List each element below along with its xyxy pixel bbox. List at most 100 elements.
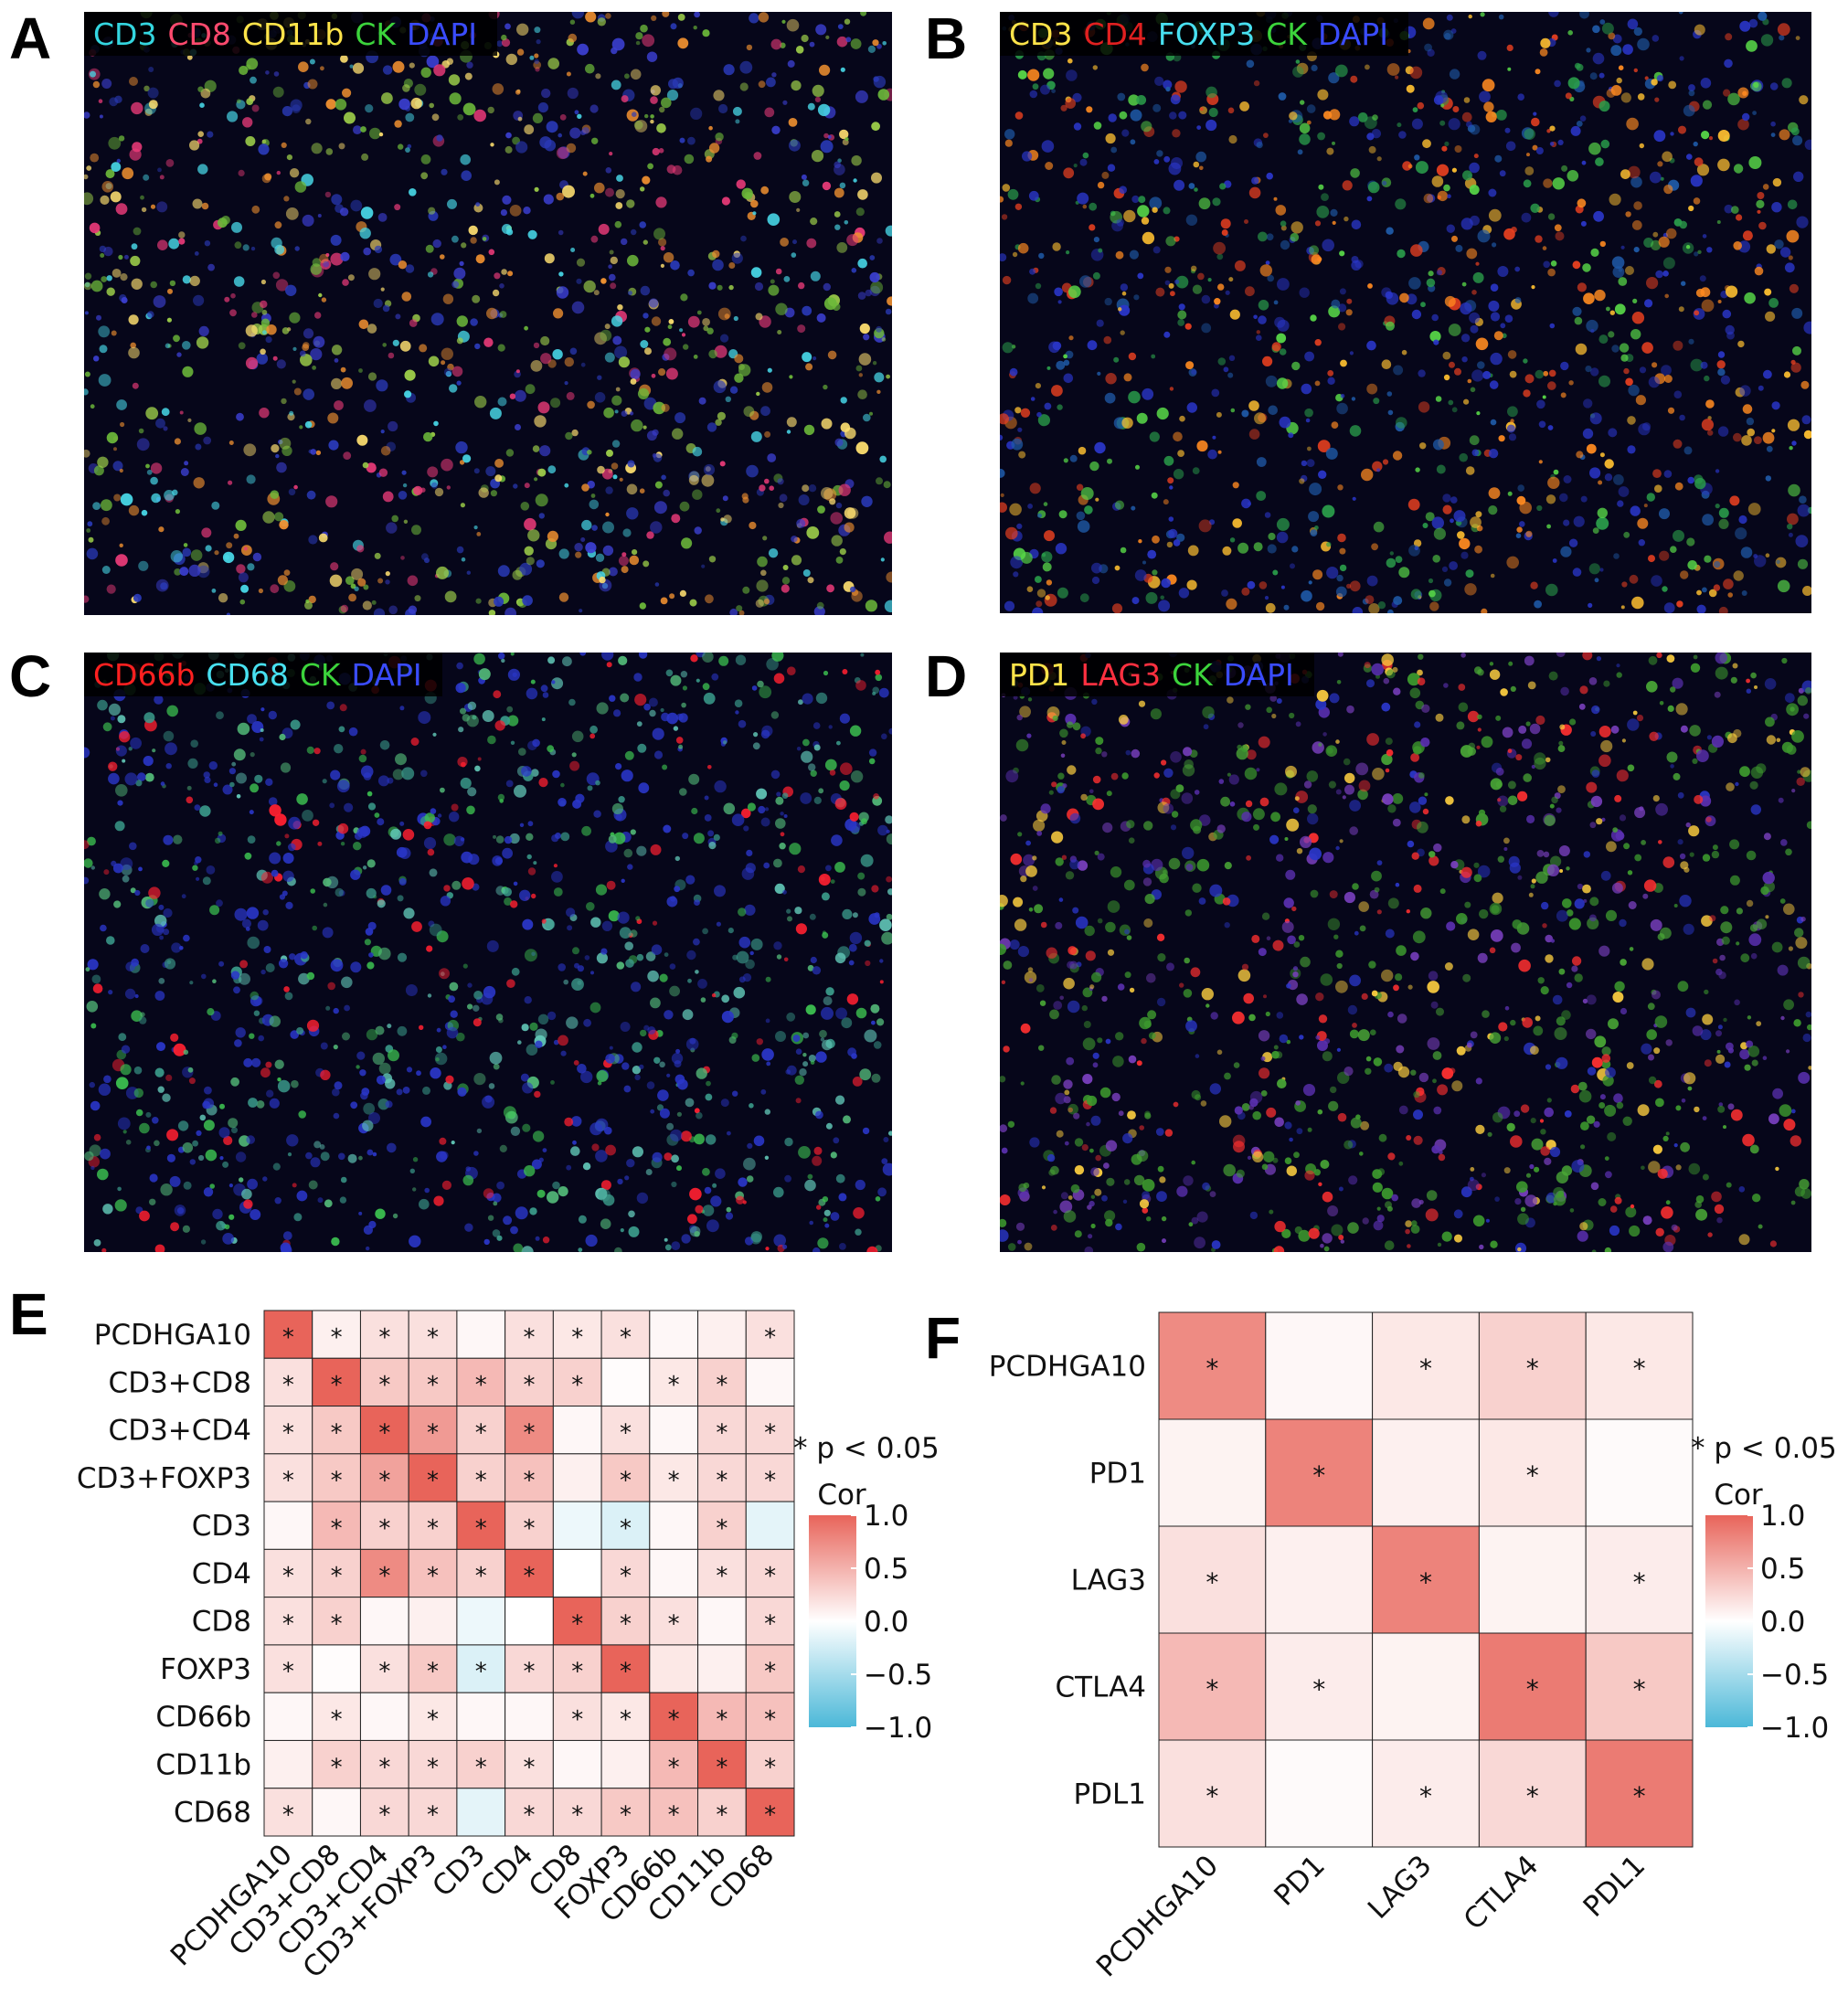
cell-dot	[649, 709, 656, 717]
cell-dot	[881, 1158, 888, 1164]
cell-dot	[1673, 340, 1683, 351]
cell-dot	[398, 260, 408, 270]
cell-dot	[664, 1244, 672, 1251]
cell-dot	[1674, 482, 1683, 491]
cell-dot	[817, 1237, 829, 1249]
cell-dot	[1195, 151, 1206, 163]
cell-dot	[1559, 493, 1568, 503]
cell-dot	[1168, 282, 1174, 289]
cell-dot	[457, 1087, 467, 1097]
cell-dot	[1009, 367, 1018, 377]
cell-dot	[1169, 485, 1174, 490]
cell-dot	[116, 399, 127, 410]
cell-dot	[1173, 1101, 1179, 1108]
cell-dot	[860, 854, 874, 867]
cell-dot	[1178, 111, 1187, 120]
cell-dot	[1433, 339, 1439, 345]
cell-dot	[1018, 451, 1026, 459]
cell-dot	[834, 161, 841, 169]
cell-dot	[609, 695, 616, 702]
cell-dot	[84, 840, 90, 850]
cell-dot	[756, 1038, 763, 1045]
cell-dot	[1750, 804, 1761, 815]
cell-dot	[218, 961, 225, 967]
cell-dot	[663, 252, 674, 263]
cell-dot	[858, 373, 863, 377]
cell-dot	[1123, 373, 1132, 382]
cell-dot	[654, 481, 663, 489]
cell-dot	[503, 1106, 516, 1120]
cell-dot	[1361, 468, 1374, 482]
cell-dot	[1338, 323, 1346, 331]
cell-dot	[1009, 503, 1022, 516]
cell-dot	[1049, 1009, 1059, 1020]
cell-dot	[1168, 857, 1181, 870]
cell-dot	[1281, 1228, 1291, 1238]
cell-dot	[849, 725, 862, 737]
cell-dot	[664, 952, 669, 957]
cell-dot	[1739, 385, 1751, 397]
cell-dot	[209, 1183, 215, 1189]
cell-dot	[590, 917, 601, 928]
cell-dot	[1470, 215, 1480, 226]
cell-dot	[1091, 576, 1100, 585]
cell-dot	[1752, 1194, 1761, 1203]
cell-dot	[1314, 525, 1319, 530]
cell-dot	[1550, 939, 1556, 943]
cell-dot	[735, 654, 747, 665]
cell-dot	[515, 141, 528, 154]
cell-dot	[702, 318, 710, 326]
cell-dot	[697, 979, 707, 989]
cell-dot	[270, 490, 280, 499]
cell-dot	[420, 769, 428, 778]
cell-dot	[854, 677, 861, 684]
cell-dot	[1763, 833, 1771, 841]
cell-dot	[503, 1215, 513, 1226]
cell-dot	[1613, 553, 1620, 559]
cell-dot	[823, 297, 837, 311]
cell-dot	[614, 1247, 622, 1252]
cell-dot	[805, 363, 813, 371]
cell-dot	[1050, 1165, 1059, 1175]
cell-dot	[585, 12, 597, 23]
cell-dot	[589, 104, 599, 113]
cell-dot	[259, 737, 264, 742]
cell-dot	[1665, 1131, 1670, 1136]
cell-dot	[1372, 768, 1385, 780]
cell-dot	[1271, 713, 1277, 719]
cell-dot	[106, 275, 112, 281]
cell-dot	[1630, 175, 1642, 188]
cell-dot	[215, 837, 221, 844]
cell-dot	[1055, 857, 1064, 866]
cell-dot	[1444, 962, 1453, 971]
cell-dot	[865, 960, 871, 967]
cell-dot	[1146, 972, 1156, 983]
cell-dot	[1475, 261, 1480, 266]
cell-dot	[671, 1052, 684, 1065]
cell-dot	[585, 63, 595, 74]
cell-dot	[333, 1045, 338, 1050]
cell-dot	[1516, 495, 1526, 505]
cell-dot	[639, 221, 646, 228]
cell-dot	[1446, 14, 1453, 21]
cell-dot	[524, 546, 534, 556]
cell-dot	[1694, 24, 1705, 36]
cell-dot	[1335, 845, 1340, 851]
cell-dot	[1432, 1051, 1442, 1060]
cell-dot	[1139, 1199, 1150, 1209]
cell-dot	[1702, 100, 1713, 110]
cell-dot	[426, 55, 440, 69]
cell-dot	[1336, 402, 1348, 415]
cell-dot	[1142, 560, 1146, 565]
cell-dot	[218, 831, 223, 836]
cell-dot	[589, 499, 600, 510]
cell-dot	[330, 252, 344, 266]
cell-dot	[1217, 357, 1227, 366]
cell-dot	[430, 808, 437, 814]
cell-dot	[1429, 331, 1441, 343]
micrograph-d-cells	[1000, 653, 1811, 1252]
cell-dot	[1790, 1135, 1801, 1147]
cell-dot	[428, 207, 436, 215]
cell-dot	[570, 248, 576, 252]
cell-dot	[1663, 602, 1675, 613]
